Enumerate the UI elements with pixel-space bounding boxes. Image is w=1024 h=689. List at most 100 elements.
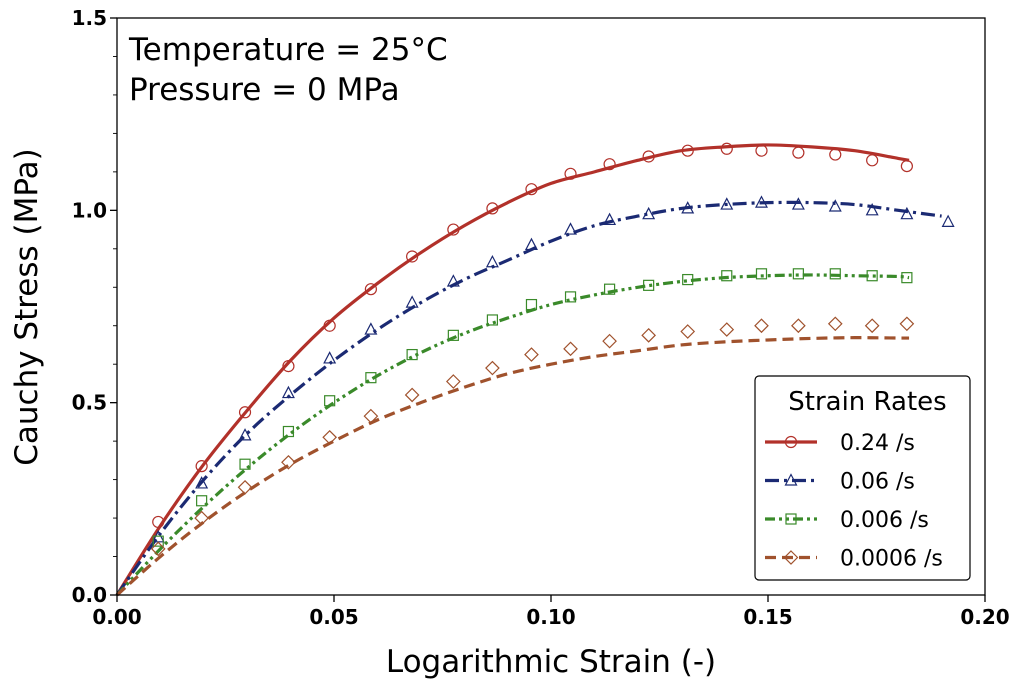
data-point-circle-marker — [152, 515, 165, 529]
data-point-diamond-marker — [899, 316, 915, 332]
data-point-square-marker — [721, 270, 733, 282]
series-1 — [115, 142, 913, 596]
data-point-triangle-marker — [195, 476, 209, 489]
data-point-square-marker — [152, 535, 164, 547]
data-point-diamond-marker — [524, 347, 539, 362]
axes: 0.00 0.05 0.10 0.15 0.20 0.0 0.5 1.0 1.5 — [72, 6, 1010, 629]
legend-label: 0.006 /s — [840, 508, 929, 533]
data-point-square-marker — [643, 279, 655, 291]
legend-entry: 0.006 /s — [765, 508, 929, 533]
data-point-triangle-marker — [865, 203, 879, 216]
data-point-square-marker — [282, 425, 295, 438]
data-point-diamond-marker — [864, 318, 880, 334]
legend-circle-marker — [784, 435, 798, 449]
series-model-line — [115, 143, 910, 596]
data-point-diamond-marker — [754, 318, 769, 334]
data-point-triangle-marker — [524, 237, 538, 251]
data-point-diamond-marker — [680, 324, 696, 339]
data-point-square-marker — [564, 291, 577, 303]
data-point-diamond-marker — [281, 454, 296, 470]
data-point-diamond-marker — [791, 318, 806, 334]
y-tick-label: 0.5 — [72, 391, 107, 415]
data-point-diamond-marker — [322, 429, 338, 445]
data-point-diamond-marker — [563, 341, 578, 357]
legend-label: 0.0006 /s — [840, 547, 943, 572]
data-point-square-marker — [829, 268, 841, 280]
data-point-triangle-marker — [405, 295, 419, 308]
data-point-square-marker — [447, 329, 459, 341]
data-point-triangle-marker — [485, 254, 499, 268]
data-point-triangle-marker — [754, 195, 768, 208]
data-point-triangle-marker — [603, 212, 617, 226]
legend-diamond-marker — [783, 550, 799, 565]
data-point-triangle-marker — [941, 214, 955, 227]
annotation-block: Temperature = 25°C Pressure = 0 MPa — [128, 32, 448, 108]
data-point-circle-marker — [486, 202, 499, 215]
x-tick-label: 0.15 — [743, 605, 792, 629]
data-point-triangle-marker — [642, 206, 656, 220]
data-point-square-marker — [525, 298, 538, 311]
data-point-circle-marker — [792, 146, 805, 159]
legend-entry: 0.06 /s — [765, 470, 915, 495]
plot-area — [115, 142, 955, 597]
data-point-circle-marker — [681, 144, 694, 157]
data-point-diamond-marker — [194, 510, 209, 526]
data-point-triangle-marker — [281, 385, 295, 399]
data-point-square-marker — [682, 273, 694, 286]
data-point-circle-marker — [525, 183, 538, 196]
data-point-circle-marker — [755, 144, 768, 157]
legend-label: 0.06 /s — [840, 470, 915, 495]
data-point-diamond-marker — [237, 479, 253, 495]
data-point-circle-marker — [364, 283, 377, 296]
data-point-diamond-marker — [150, 541, 166, 557]
data-point-diamond-marker — [363, 408, 379, 424]
data-point-triangle-marker — [364, 322, 378, 335]
data-point-diamond-marker — [446, 374, 461, 389]
data-point-triangle-marker — [446, 274, 460, 287]
data-point-square-marker — [901, 272, 913, 284]
data-point-triangle-marker — [720, 197, 734, 210]
y-tick-label: 0.0 — [72, 583, 107, 607]
legend-entry: 0.0006 /s — [765, 547, 943, 572]
data-point-triangle-marker — [681, 201, 695, 214]
data-point-square-marker — [603, 283, 616, 295]
data-point-square-marker — [486, 314, 499, 326]
data-point-circle-marker — [406, 250, 419, 263]
series-4 — [115, 316, 915, 597]
legend-entry: 0.24 /s — [765, 431, 915, 456]
y-tick-label: 1.0 — [72, 198, 107, 222]
data-point-square-marker — [866, 270, 878, 282]
data-point-triangle-marker — [828, 199, 842, 212]
data-point-circle-marker — [642, 150, 655, 163]
legend-square-marker — [785, 513, 797, 525]
data-point-diamond-marker — [404, 387, 420, 403]
data-point-triangle-marker — [564, 222, 578, 235]
y-tick-label: 1.5 — [72, 6, 107, 30]
annotation-pressure: Pressure = 0 MPa — [129, 72, 400, 108]
data-point-triangle-marker — [238, 428, 252, 441]
x-tick-label: 0.05 — [309, 605, 358, 629]
data-point-circle-marker — [447, 223, 460, 236]
data-point-square-marker — [196, 495, 208, 507]
data-point-circle-marker — [900, 159, 913, 173]
x-tick-label: 0.00 — [92, 605, 141, 629]
series-model-line — [115, 200, 942, 596]
x-axis-title: Logarithmic Strain (-) — [386, 644, 716, 680]
data-point-diamond-marker — [641, 328, 656, 343]
legend-box — [754, 375, 971, 581]
data-point-triangle-marker — [900, 206, 914, 220]
data-point-circle-marker — [238, 406, 252, 419]
data-point-square-marker — [792, 268, 804, 280]
legend: Strain Rates 0.24 /s 0.06 /s 0.006 /s 0.0006… — [754, 375, 971, 581]
data-point-circle-marker — [603, 158, 616, 171]
data-point-diamond-marker — [827, 316, 843, 332]
data-point-triangle-marker — [791, 197, 805, 210]
legend-triangle-marker — [784, 473, 798, 486]
data-point-square-marker — [406, 348, 418, 361]
data-point-circle-marker — [195, 460, 208, 473]
legend-title: Strain Rates — [788, 387, 946, 417]
data-point-circle-marker — [720, 142, 733, 155]
y-axis-title: Cauchy Stress (MPa) — [9, 148, 45, 466]
series-3 — [115, 268, 913, 597]
